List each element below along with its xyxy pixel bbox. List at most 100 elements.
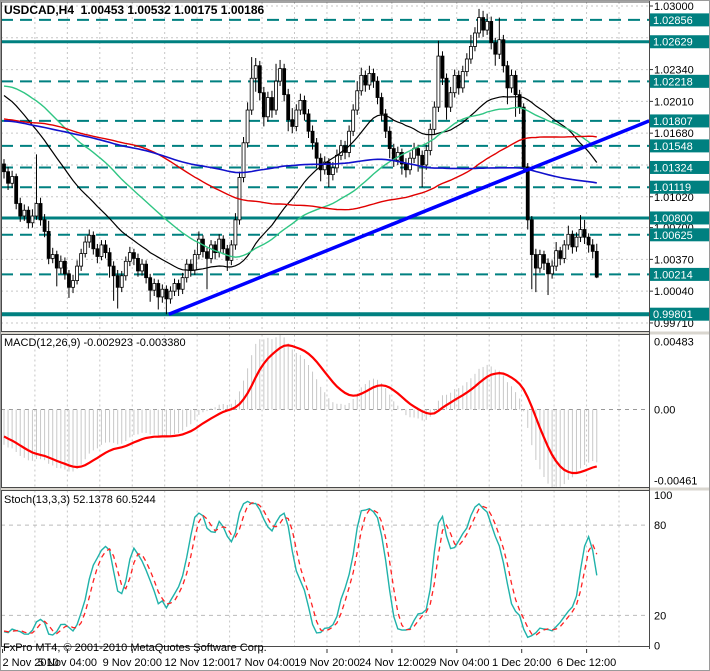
- bear-candle-body: [481, 17, 485, 31]
- bull-candle-body: [538, 254, 542, 269]
- bull-candle-body: [566, 233, 571, 246]
- price-axis-label: 1.02010: [654, 96, 694, 108]
- bull-candle-body: [412, 148, 416, 159]
- bull-candle-body: [168, 290, 173, 300]
- price-axis-label: 1.01680: [654, 128, 694, 140]
- bear-candle-body: [493, 42, 498, 55]
- bear-candle-body: [399, 152, 404, 165]
- bear-candle-body: [14, 176, 19, 204]
- stoch-scale-label: 20: [654, 610, 666, 622]
- price-level-badge-label: 1.00800: [653, 213, 693, 225]
- bull-candle-body: [335, 154, 339, 169]
- bear-candle-body: [103, 244, 108, 254]
- bear-candle-body: [440, 55, 445, 79]
- bear-candle-body: [582, 229, 587, 238]
- bear-candle-body: [558, 250, 563, 259]
- bull-candle-body: [30, 215, 35, 224]
- macd-panel-layer: [1, 335, 649, 487]
- bull-candle-body: [75, 265, 79, 281]
- bear-candle-body: [115, 275, 120, 288]
- price-level-badge: [650, 307, 709, 321]
- ascending-trendline[interactable]: [168, 119, 650, 316]
- panel-separator-macd-stoch[interactable]: [1, 487, 710, 491]
- bear-candle-body: [310, 130, 315, 144]
- price-level-badge: [650, 13, 709, 27]
- price-level-badge-label: 1.02629: [653, 37, 693, 49]
- price-level-badge: [650, 160, 709, 174]
- bull-candle-body: [322, 161, 327, 171]
- bull-candle-body: [562, 244, 567, 259]
- ma-slowest-line[interactable]: [3, 120, 597, 184]
- bull-candle-body: [58, 260, 63, 269]
- bull-candle-body: [253, 65, 258, 79]
- bear-candle-body: [91, 234, 96, 250]
- panel-separator-main-macd[interactable]: [1, 331, 710, 335]
- stoch-d-line: [3, 502, 598, 636]
- bull-candle-body: [359, 74, 364, 92]
- bear-candle-body: [586, 236, 591, 246]
- candlestick-layer: [2, 8, 599, 315]
- stoch-panel-layer: [1, 500, 649, 639]
- moving-averages-layer: [3, 85, 598, 272]
- bear-candle-body: [18, 203, 23, 217]
- bull-candle-body: [330, 167, 335, 175]
- price-level-badge: [650, 139, 709, 153]
- price-level-badge: [650, 114, 709, 128]
- ma-fast-line[interactable]: [3, 95, 598, 272]
- bear-candle-body: [156, 283, 161, 298]
- ma-slow-line[interactable]: [3, 118, 597, 211]
- bull-candle-body: [578, 229, 583, 238]
- ma-medium-line[interactable]: [3, 85, 598, 258]
- bear-candle-body: [148, 277, 153, 291]
- bear-candle-body: [176, 283, 181, 290]
- price-level-badge-label: 1.01324: [653, 162, 693, 174]
- bear-candle-body: [136, 258, 140, 272]
- bull-candle-body: [249, 77, 254, 111]
- bull-candle-body: [79, 253, 84, 267]
- bear-candle-body: [513, 74, 518, 96]
- price-level-badge-label: 1.02218: [653, 76, 693, 88]
- price-level-badge-label: 1.01548: [653, 141, 693, 153]
- bull-candle-body: [123, 260, 128, 277]
- bull-candle-body: [184, 263, 189, 279]
- bear-candle-body: [379, 97, 384, 115]
- bull-candle-body: [217, 238, 222, 254]
- bear-candle-body: [542, 254, 546, 264]
- bull-candle-body: [160, 288, 165, 298]
- support-resistance-levels[interactable]: [1, 18, 649, 317]
- bear-candle-body: [326, 161, 331, 175]
- bull-candle-body: [464, 58, 469, 72]
- price-axis-label: 1.03000: [654, 1, 694, 13]
- bull-candle-body: [278, 68, 282, 82]
- bull-candle-body: [233, 219, 238, 246]
- bear-candle-body: [132, 252, 136, 259]
- price-axis-label: 1.00040: [654, 286, 694, 298]
- bear-candle-body: [306, 113, 311, 132]
- bear-candle-body: [314, 142, 319, 159]
- bear-candle-body: [221, 238, 226, 250]
- stoch-scale-label: 80: [654, 520, 666, 532]
- bear-candle-body: [261, 92, 266, 118]
- bear-candle-body: [270, 97, 274, 111]
- price-level-badge: [650, 211, 709, 225]
- bear-candle-body: [6, 171, 10, 184]
- bull-candle-body: [241, 142, 246, 178]
- macd-scale-label: 0.00: [654, 405, 675, 417]
- bear-candle-body: [107, 252, 112, 267]
- bear-candle-body: [164, 288, 169, 300]
- price-level-badge: [650, 267, 709, 281]
- price-level-badge-label: 1.00214: [653, 269, 693, 281]
- bull-candle-body: [452, 74, 457, 94]
- bull-candle-body: [497, 39, 502, 55]
- bull-candle-body: [477, 17, 481, 34]
- macd-signal-line: [3, 344, 598, 475]
- trendline-layer[interactable]: [168, 119, 650, 316]
- bull-candle-body: [192, 254, 197, 271]
- bear-candle-body: [42, 219, 47, 232]
- bull-candle-body: [180, 277, 185, 290]
- time-axis-label: 5 Nov 04:00: [38, 657, 97, 669]
- bull-candle-body: [196, 238, 201, 255]
- bear-candle-body: [371, 73, 376, 82]
